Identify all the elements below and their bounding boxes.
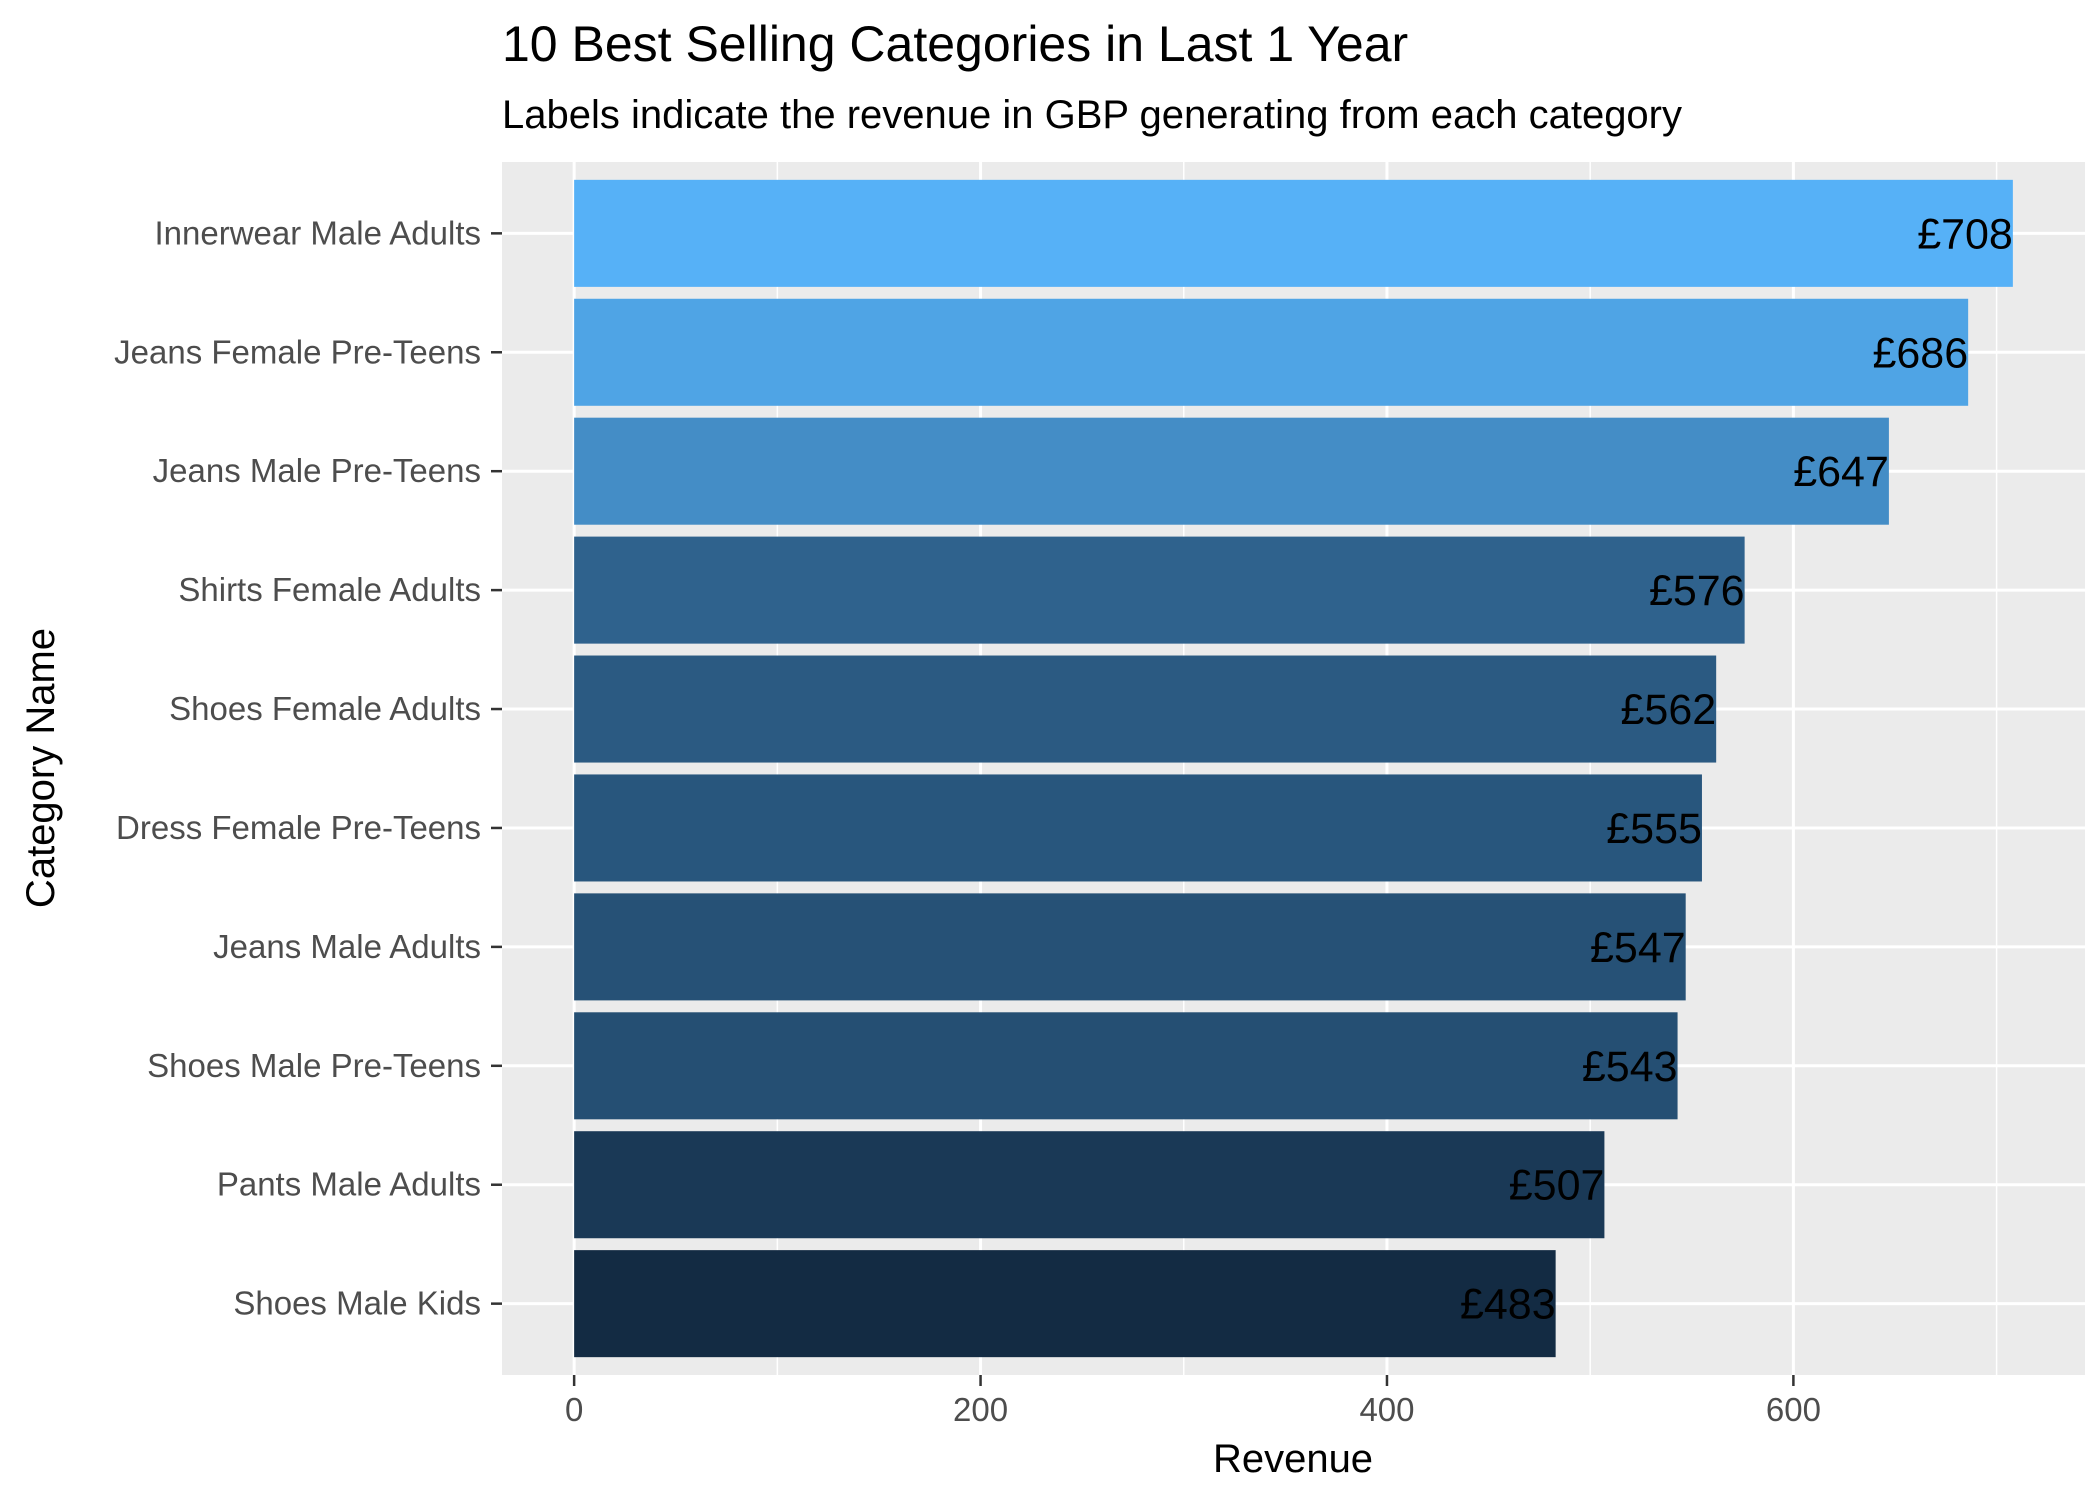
x-axis-title: Revenue (1213, 1437, 1373, 1481)
y-axis: Innerwear Male Adults Jeans Female Pre-Te… (114, 214, 502, 1322)
y-axis-title: Category Name (19, 628, 63, 908)
x-tick-label: 600 (1766, 1391, 1821, 1428)
bar-value-label: £686 (1872, 329, 1968, 377)
bar (574, 1131, 1605, 1239)
bar (574, 536, 1745, 644)
y-tick-label: Shoes Male Kids (233, 1285, 481, 1322)
bar (574, 655, 1717, 763)
y-tick-label: Jeans Male Pre-Teens (153, 452, 481, 489)
y-tick-label: Jeans Male Adults (213, 928, 481, 965)
y-tick-label: Jeans Female Pre-Teens (114, 333, 481, 370)
bar (574, 1250, 1556, 1358)
y-tick-label: Innerwear Male Adults (154, 214, 481, 251)
y-tick-label: Shoes Female Adults (169, 690, 481, 727)
bar-value-label: £483 (1460, 1281, 1556, 1329)
x-axis: 0 200 400 600 (565, 1375, 1821, 1428)
y-tick-label: Dress Female Pre-Teens (116, 809, 481, 846)
bar (574, 1012, 1678, 1120)
bar-value-label: £543 (1582, 1043, 1678, 1091)
bar (574, 179, 2013, 287)
bars (574, 179, 2013, 1358)
chart-title: 10 Best Selling Categories in Last 1 Yea… (502, 16, 1408, 72)
y-tick-label: Shoes Male Pre-Teens (147, 1047, 481, 1084)
bar-value-label: £708 (1917, 210, 2013, 258)
bar-value-label: £647 (1793, 448, 1889, 496)
bar-value-label: £555 (1606, 805, 1702, 853)
bar-value-label: £576 (1649, 567, 1745, 615)
bar (574, 417, 1889, 525)
y-tick-label: Shirts Female Adults (178, 571, 481, 608)
x-tick-label: 200 (953, 1391, 1008, 1428)
chart-subtitle: Labels indicate the revenue in GBP gener… (502, 93, 1682, 137)
data-labels: £708 £686 £647 £576 £562 £555 £547 £543 £507 £483 (1460, 210, 2013, 1328)
x-tick-label: 400 (1359, 1391, 1414, 1428)
bar-value-label: £547 (1590, 924, 1686, 972)
bar (574, 298, 1969, 406)
x-tick-label: 0 (565, 1391, 583, 1428)
bar (574, 774, 1702, 882)
y-tick-label: Pants Male Adults (217, 1166, 481, 1203)
bar-value-label: £507 (1509, 1162, 1605, 1210)
bar (574, 893, 1686, 1001)
bar-value-label: £562 (1621, 686, 1717, 734)
